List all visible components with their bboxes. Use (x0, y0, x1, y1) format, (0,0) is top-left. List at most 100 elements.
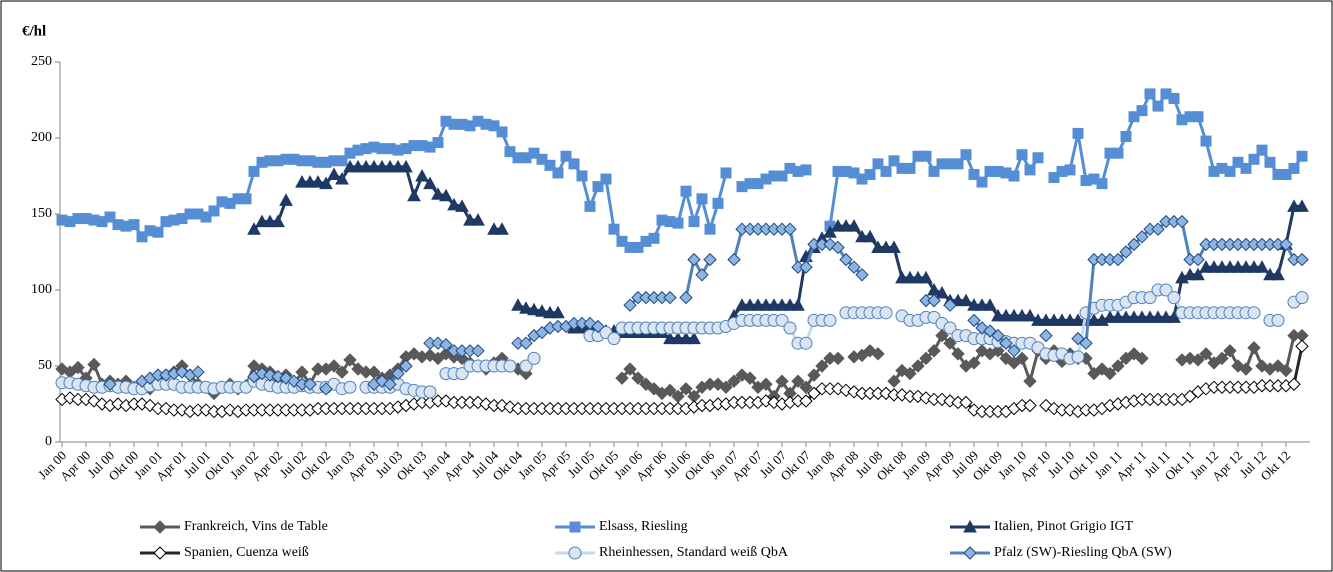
marker (951, 347, 965, 361)
marker (303, 377, 317, 391)
marker (799, 260, 813, 274)
series (55, 339, 1309, 419)
marker (103, 377, 117, 391)
marker (519, 359, 533, 373)
legend-item: Rheinhessen, Standard weiß QbA (555, 545, 789, 560)
marker (863, 229, 877, 243)
marker (903, 366, 917, 381)
marker (920, 150, 932, 162)
legend-label: Rheinhessen, Standard weiß QbA (599, 545, 789, 560)
marker (943, 336, 957, 350)
marker (455, 199, 469, 212)
marker (208, 205, 220, 217)
marker (503, 359, 517, 373)
marker (1247, 306, 1261, 320)
marker (1159, 283, 1173, 297)
marker (688, 216, 700, 228)
marker (447, 197, 461, 211)
marker (631, 371, 645, 385)
marker (823, 313, 837, 327)
marker (569, 521, 581, 533)
marker (1287, 377, 1301, 391)
marker (976, 176, 988, 188)
marker (535, 304, 549, 317)
marker (719, 380, 733, 394)
marker (319, 382, 333, 396)
marker (1007, 344, 1021, 358)
marker (1264, 156, 1276, 168)
marker (991, 344, 1005, 358)
marker (511, 298, 525, 311)
marker (1279, 237, 1293, 252)
marker (687, 331, 701, 345)
marker (432, 137, 444, 149)
marker (1271, 267, 1285, 281)
marker (703, 252, 717, 267)
marker (279, 193, 293, 206)
marker (1064, 164, 1076, 176)
marker (1152, 100, 1164, 112)
y-tick-label: 50 (38, 358, 52, 373)
marker (552, 167, 564, 179)
legend-item: Pfalz (SW)-Riesling QbA (SW) (950, 545, 1172, 560)
marker (831, 351, 845, 366)
marker (568, 158, 580, 170)
marker (952, 158, 964, 170)
marker (152, 226, 164, 238)
marker (1008, 170, 1020, 182)
marker (327, 359, 341, 373)
marker (887, 374, 901, 388)
marker (455, 367, 469, 381)
marker (712, 197, 724, 209)
marker (871, 347, 885, 361)
marker (576, 170, 588, 182)
marker (776, 170, 788, 182)
marker (919, 270, 933, 284)
marker (919, 351, 933, 366)
marker (153, 520, 167, 534)
marker (823, 225, 837, 238)
marker (791, 298, 805, 311)
marker (880, 165, 892, 177)
marker (1248, 153, 1260, 165)
marker (608, 223, 620, 235)
legend-label: Pfalz (SW)-Riesling QbA (SW) (994, 545, 1172, 560)
marker (1191, 353, 1205, 367)
marker (247, 222, 261, 235)
marker (423, 176, 437, 190)
marker (1271, 313, 1285, 327)
marker (679, 382, 693, 396)
marker (831, 240, 845, 255)
marker (927, 344, 941, 358)
marker (519, 301, 533, 314)
marker (775, 313, 789, 327)
marker (311, 175, 325, 188)
marker (128, 219, 140, 231)
marker (248, 165, 260, 177)
marker (319, 176, 333, 190)
marker (200, 211, 212, 223)
marker (848, 167, 860, 179)
marker (584, 200, 596, 212)
marker (855, 268, 869, 282)
marker (104, 211, 116, 223)
marker (775, 374, 789, 388)
legend-item: Spanien, Cuenza weiß (140, 545, 309, 560)
marker (696, 193, 708, 205)
marker (407, 188, 421, 202)
marker (1247, 341, 1261, 355)
marker (1136, 105, 1148, 117)
marker (1111, 359, 1125, 373)
marker (271, 214, 285, 228)
marker (1128, 111, 1140, 123)
marker (1167, 291, 1181, 305)
marker (551, 305, 565, 319)
marker (887, 240, 901, 253)
y-tick-label: 200 (31, 130, 52, 145)
marker (600, 173, 612, 185)
marker (799, 380, 813, 394)
marker (1072, 127, 1084, 139)
marker (1023, 374, 1037, 388)
marker (927, 293, 941, 308)
